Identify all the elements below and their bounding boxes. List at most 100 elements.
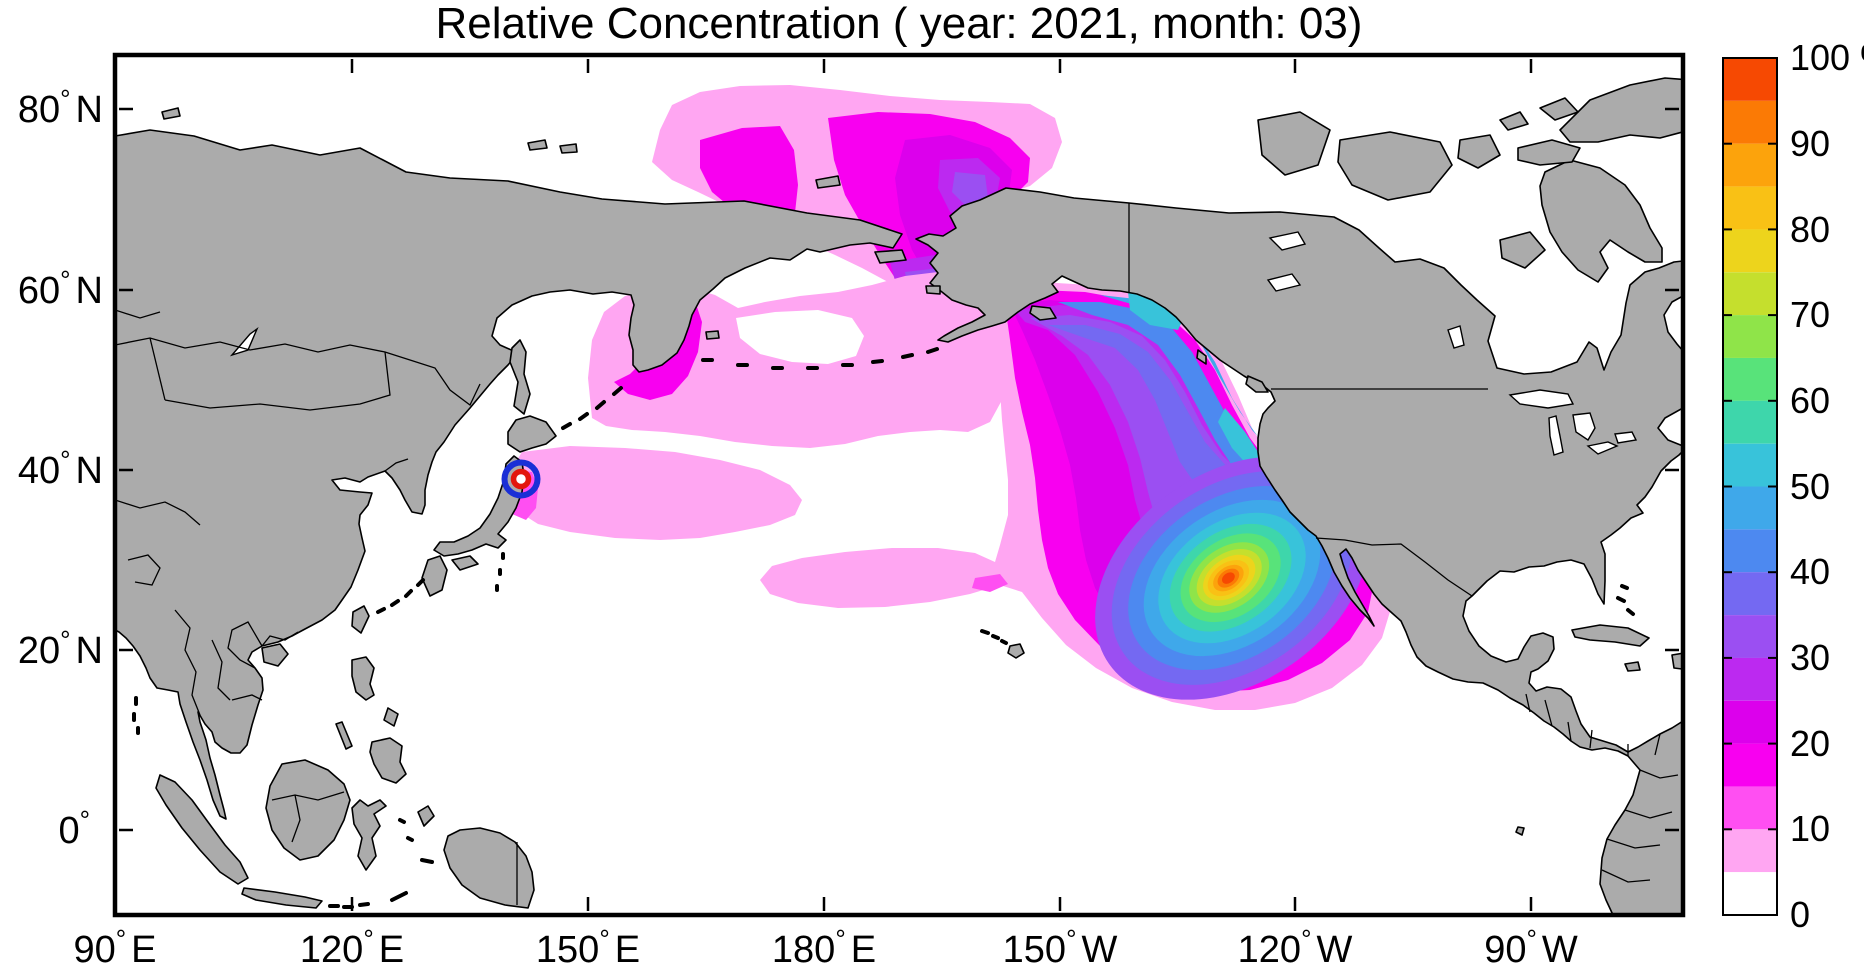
x-tick-90w: 90° W: [1484, 924, 1578, 971]
land-wrangel: [815, 175, 841, 189]
land-baffin-island: [1539, 159, 1663, 283]
land-borneo: [265, 759, 351, 861]
y-tick-80n: 80° N: [18, 84, 103, 131]
cbar-label-80: 80: [1790, 209, 1830, 250]
cbar-label-40: 40: [1790, 551, 1830, 592]
great-slave-lake: [1266, 273, 1302, 292]
x-tick-120e: 120° E: [300, 924, 404, 971]
land-java: [241, 887, 323, 909]
land-asia: [115, 129, 903, 820]
border-himalaya: [115, 499, 201, 526]
map-plot-area: [115, 55, 1683, 915]
cbar-label-60: 60: [1790, 380, 1830, 421]
lake-winnipeg: [1447, 325, 1465, 349]
land-somerset-island: [1457, 134, 1501, 169]
country-borders: [115, 203, 1679, 905]
border-korea-china: [384, 458, 409, 472]
andaman-islands: [132, 696, 140, 735]
great-bear-lake: [1268, 231, 1307, 251]
lake-michigan: [1548, 415, 1564, 456]
colorbar-ticks: [1723, 142, 1777, 831]
axis-tick-marks: [113, 59, 1679, 911]
cbar-label-70: 70: [1790, 294, 1830, 335]
land-vancouver-island: [1245, 375, 1269, 393]
border-central-america-4: [1589, 729, 1593, 749]
land-victoria-island: [1337, 131, 1453, 201]
border-mongolia-west: [149, 337, 166, 401]
y-tick-40n: 40° N: [18, 445, 103, 492]
border-colombia-venezuela: [1654, 733, 1661, 756]
border-myanmar-thailand: [174, 609, 201, 716]
colorbar-segments: [1723, 58, 1777, 916]
land-samar: [383, 707, 399, 727]
landmasses: [115, 77, 1683, 915]
border-central-america-2: [1544, 699, 1553, 727]
land-kyushu: [421, 555, 448, 597]
lake-superior: [1508, 389, 1575, 409]
plume-coastal-35pct: [1048, 325, 1252, 505]
land-komandorski: [705, 330, 720, 340]
plume-core-bullseye: [1095, 456, 1369, 700]
lake-baikal: [229, 326, 259, 357]
land-galapagos: [1515, 826, 1525, 836]
land-kodiak: [1029, 305, 1057, 321]
land-jamaica: [1624, 661, 1641, 672]
lake-ontario: [1614, 431, 1638, 444]
moluccas: [398, 818, 434, 864]
land-sulawesi: [351, 799, 387, 871]
map-frame: [112, 52, 1686, 918]
plume-goa-coast-50pct: [1128, 292, 1185, 330]
border-us-mexico: [1315, 537, 1473, 597]
land-sumatra: [155, 774, 249, 885]
land-st-lawrence-island: [874, 249, 907, 264]
border-bangladesh: [127, 554, 161, 586]
border-cambodia: [231, 694, 263, 701]
border-south-america-3: [1606, 838, 1661, 849]
land-mindanao: [369, 737, 407, 784]
border-central-america-3: [1567, 721, 1572, 742]
marker-inner-ring: [510, 468, 532, 490]
land-hispaniola: [1671, 652, 1683, 670]
lake-huron: [1572, 412, 1596, 441]
cbar-label-10: 10: [1790, 808, 1830, 849]
lakes: [229, 231, 1638, 456]
kuril-islands: [561, 386, 623, 430]
land-devon-island: [1517, 139, 1581, 166]
plume-japan-5pct: [508, 446, 802, 540]
land-luzon: [351, 656, 375, 701]
land-southampton-island: [1499, 231, 1546, 269]
x-tick-120w: 120° W: [1238, 924, 1353, 971]
x-tick-150e: 150° E: [536, 924, 640, 971]
border-south-america-1: [1639, 769, 1679, 779]
land-new-guinea: [443, 827, 535, 909]
border-laos-vietnam: [227, 621, 263, 669]
land-halmahera: [417, 805, 435, 827]
colorbar-labels: 100 % 90 80 70 60 50 40 30 20 10 0: [1790, 37, 1864, 935]
border-south-america-2: [1624, 809, 1673, 819]
cbar-label-30: 30: [1790, 637, 1830, 678]
y-tick-0: 0°: [58, 805, 90, 852]
figure-title: Relative Concentration ( year: 2021, mon…: [436, 0, 1363, 48]
plume-aleutian-hole: [736, 310, 864, 364]
land-nunivak: [925, 285, 941, 295]
border-central-america-1: [1525, 693, 1531, 713]
x-tick-90e: 90° E: [73, 924, 156, 971]
plume-hawaii-fleck-10pct: [972, 574, 1008, 592]
land-hokkaido: [507, 415, 557, 453]
border-russia-kazakh: [115, 309, 161, 319]
border-south-america-4: [1601, 869, 1651, 883]
colorbar: 100 % 90 80 70 60 50 40 30 20 10 0: [1722, 37, 1864, 935]
island-chains: [132, 347, 1635, 909]
land-new-siberian-2: [559, 143, 578, 154]
release-site-marker: [501, 459, 541, 499]
izu-islands: [495, 552, 505, 592]
ryukyu-islands: [376, 578, 425, 614]
land-north-america: [915, 187, 1683, 915]
lesser-sunda-islands: [328, 891, 408, 909]
border-russia-mongolia-china: [115, 337, 481, 406]
land-prince-patrick: [1499, 111, 1529, 131]
hawaiian-islands: [980, 629, 1008, 645]
plume-baja-coast-50pct: [1218, 408, 1262, 470]
cbar-label-20: 20: [1790, 723, 1830, 764]
land-banks-island: [1257, 111, 1331, 176]
